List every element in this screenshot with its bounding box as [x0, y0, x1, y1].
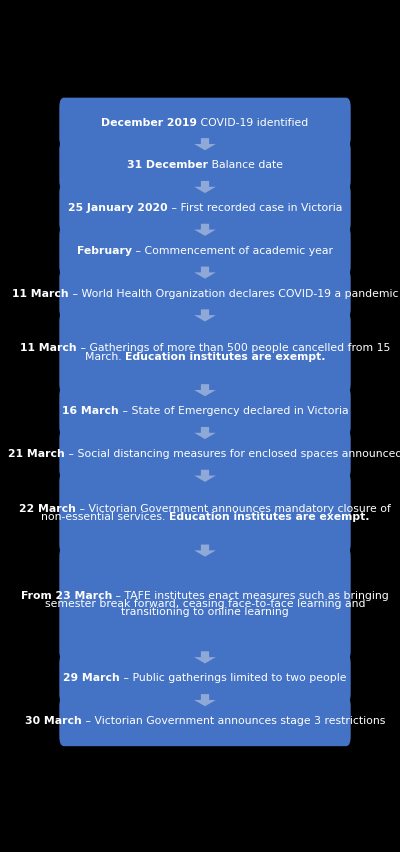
Text: – World Health Organization declares COVID-19 a pandemic: – World Health Organization declares COV… [68, 289, 398, 299]
Text: – State of Emergency declared in Victoria: – State of Emergency declared in Victori… [118, 406, 348, 417]
Polygon shape [194, 138, 216, 150]
Polygon shape [194, 694, 216, 706]
Text: 22 March: 22 March [19, 504, 76, 514]
Text: – Social distancing measures for enclosed spaces announced: – Social distancing measures for enclose… [65, 449, 400, 459]
Text: 16 March: 16 March [62, 406, 118, 417]
Text: – TAFE institutes enact measures such as bringing: – TAFE institutes enact measures such as… [112, 590, 389, 601]
FancyBboxPatch shape [59, 98, 351, 147]
FancyBboxPatch shape [59, 696, 351, 746]
Text: 29 March: 29 March [63, 673, 120, 683]
Polygon shape [194, 651, 216, 664]
FancyBboxPatch shape [59, 226, 351, 276]
Text: – Commencement of academic year: – Commencement of academic year [132, 246, 333, 256]
Text: From 23 March: From 23 March [21, 590, 112, 601]
FancyBboxPatch shape [59, 429, 351, 479]
Text: – Public gatherings limited to two people: – Public gatherings limited to two peopl… [120, 673, 347, 683]
FancyBboxPatch shape [59, 183, 351, 233]
Text: – Victorian Government announces mandatory closure of: – Victorian Government announces mandato… [76, 504, 391, 514]
Text: 21 March: 21 March [8, 449, 65, 459]
FancyBboxPatch shape [59, 312, 351, 394]
Text: Education institutes are exempt.: Education institutes are exempt. [125, 352, 325, 361]
Text: Education institutes are exempt.: Education institutes are exempt. [169, 512, 369, 522]
Text: 25 January 2020: 25 January 2020 [68, 203, 168, 213]
Polygon shape [194, 544, 216, 556]
Text: transitioning to online learning: transitioning to online learning [121, 607, 289, 617]
Text: – Gatherings of more than 500 people cancelled from 15: – Gatherings of more than 500 people can… [77, 343, 390, 354]
Text: 11 March: 11 March [20, 343, 77, 354]
Polygon shape [194, 267, 216, 279]
Text: February: February [77, 246, 132, 256]
FancyBboxPatch shape [59, 653, 351, 704]
Polygon shape [194, 309, 216, 321]
Polygon shape [194, 469, 216, 482]
Text: – Victorian Government announces stage 3 restrictions: – Victorian Government announces stage 3… [82, 717, 385, 726]
Text: 30 March: 30 March [25, 717, 82, 726]
Polygon shape [194, 384, 216, 396]
Text: 31 December: 31 December [127, 160, 208, 170]
Text: 11 March: 11 March [12, 289, 68, 299]
Text: non-essential services.: non-essential services. [41, 512, 169, 522]
Text: Balance date: Balance date [208, 160, 283, 170]
FancyBboxPatch shape [59, 269, 351, 319]
FancyBboxPatch shape [59, 547, 351, 660]
FancyBboxPatch shape [59, 472, 351, 554]
Text: COVID-19 identified: COVID-19 identified [197, 118, 309, 128]
Text: December 2019: December 2019 [101, 118, 197, 128]
Polygon shape [194, 224, 216, 236]
Text: semester break forward, ceasing face-to-face learning and: semester break forward, ceasing face-to-… [45, 599, 365, 608]
Polygon shape [194, 181, 216, 193]
FancyBboxPatch shape [59, 387, 351, 436]
FancyBboxPatch shape [59, 141, 351, 190]
Polygon shape [194, 427, 216, 439]
Text: – First recorded case in Victoria: – First recorded case in Victoria [168, 203, 342, 213]
Text: March.: March. [85, 352, 125, 361]
